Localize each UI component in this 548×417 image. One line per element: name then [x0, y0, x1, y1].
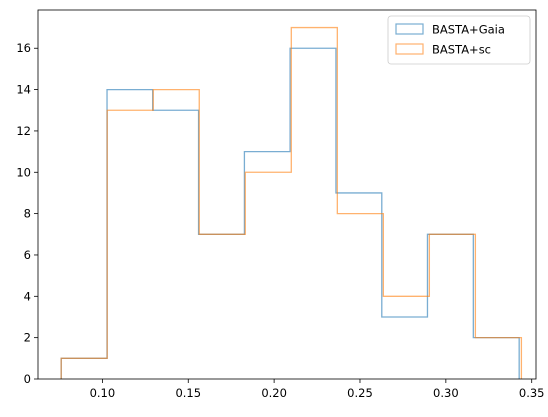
y-tick-label: 2 — [24, 331, 31, 345]
legend-label-basta-sc: BASTA+sc — [432, 43, 491, 57]
y-tick-label: 6 — [24, 248, 31, 262]
histogram-series-basta-gaia — [60, 47, 520, 379]
y-tick-label: 8 — [24, 207, 31, 221]
y-axis-ticks: 0 2 4 6 8 10 12 14 16 — [16, 41, 38, 386]
legend-label-basta-gaia: BASTA+Gaia — [432, 23, 505, 37]
axes-frame — [37, 9, 537, 380]
x-tick-label: 0.25 — [347, 386, 373, 400]
y-tick-label: 0 — [24, 372, 31, 386]
y-tick-label: 10 — [16, 165, 31, 179]
x-axis-ticks: 0.10 0.15 0.20 0.25 0.30 0.35 — [90, 379, 545, 400]
x-tick-label: 0.20 — [261, 386, 287, 400]
x-tick-label: 0.15 — [175, 386, 201, 400]
y-tick-label: 12 — [16, 124, 31, 138]
legend-swatch-basta-sc — [395, 43, 424, 55]
legend-swatch-basta-gaia — [395, 23, 424, 35]
histogram-series-basta-sc — [60, 26, 523, 379]
series-layer — [60, 26, 523, 379]
y-tick-label: 16 — [16, 41, 31, 55]
y-tick-label: 14 — [16, 83, 31, 97]
x-tick-label: 0.35 — [519, 386, 545, 400]
x-tick-label: 0.10 — [90, 386, 116, 400]
legend: BASTA+Gaia BASTA+sc — [387, 15, 531, 65]
y-tick-label: 4 — [24, 289, 31, 303]
x-tick-label: 0.30 — [433, 386, 459, 400]
